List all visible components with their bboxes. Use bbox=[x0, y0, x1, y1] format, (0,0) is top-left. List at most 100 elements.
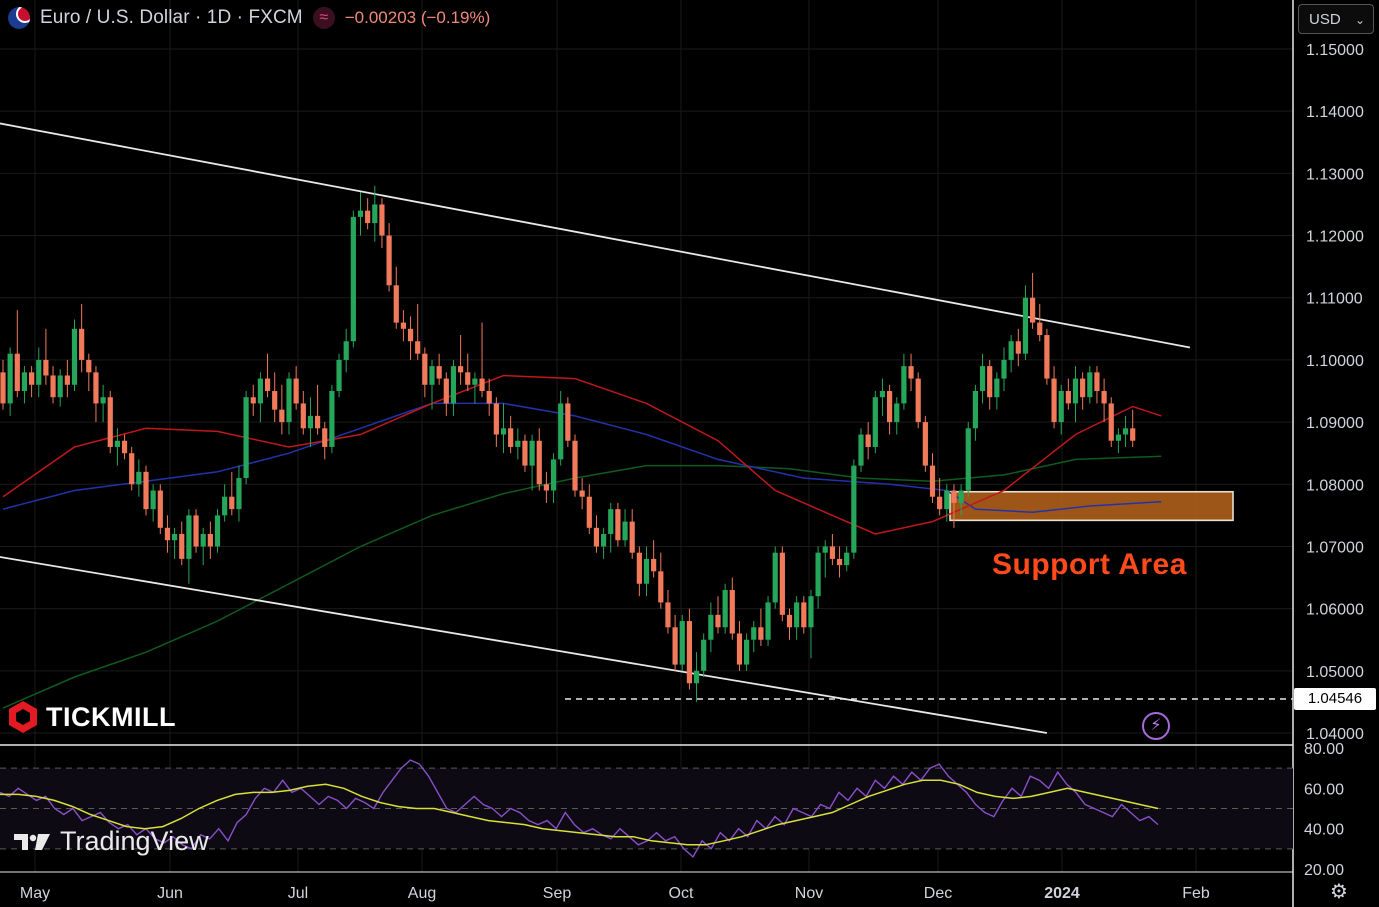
candle-body bbox=[593, 527, 600, 547]
candle-body bbox=[736, 633, 743, 665]
candle bbox=[393, 266, 399, 329]
candle bbox=[958, 484, 964, 516]
price-tick-label: 1.06000 bbox=[1306, 602, 1364, 619]
candle-body bbox=[951, 490, 957, 503]
candle-body bbox=[636, 552, 642, 584]
candle bbox=[550, 453, 557, 503]
ma-mid-line bbox=[2, 402, 1162, 514]
candle-body bbox=[465, 372, 471, 385]
candle-body bbox=[386, 235, 392, 286]
candle-body bbox=[937, 496, 943, 510]
candle-body bbox=[458, 366, 464, 373]
candle bbox=[257, 372, 263, 423]
candle-body bbox=[572, 440, 578, 491]
candle bbox=[722, 583, 728, 634]
candle bbox=[822, 540, 828, 578]
candle-body bbox=[236, 478, 242, 510]
candle-body bbox=[879, 391, 886, 398]
candle-body bbox=[1130, 428, 1136, 441]
candle-body bbox=[222, 496, 228, 516]
broker-name: TICKMILL bbox=[46, 701, 176, 732]
candle-body bbox=[979, 366, 986, 391]
candle-body bbox=[21, 372, 28, 391]
candle bbox=[794, 596, 800, 640]
candle bbox=[593, 515, 600, 553]
candle bbox=[858, 428, 864, 472]
candle bbox=[329, 384, 335, 454]
candle bbox=[79, 303, 85, 373]
candle-body bbox=[500, 428, 507, 435]
candle-body bbox=[129, 453, 135, 485]
candle-body bbox=[751, 627, 757, 640]
candle-body bbox=[622, 521, 628, 541]
candle bbox=[779, 546, 785, 622]
candle bbox=[1087, 366, 1093, 404]
candle bbox=[758, 608, 764, 646]
candle bbox=[86, 353, 92, 391]
platform-name: TradingView bbox=[60, 826, 209, 856]
candle-body bbox=[1072, 378, 1079, 404]
gear-icon[interactable]: ⚙ bbox=[1330, 881, 1348, 903]
candle bbox=[1037, 303, 1043, 342]
candle bbox=[415, 303, 421, 360]
candle bbox=[214, 509, 221, 553]
candle-body bbox=[543, 484, 549, 491]
candle-body bbox=[672, 627, 678, 665]
candle bbox=[422, 347, 428, 398]
candle-body bbox=[121, 440, 128, 454]
broker-logo: TICKMILL bbox=[6, 700, 176, 734]
candle-body bbox=[200, 534, 206, 547]
candle-body bbox=[994, 378, 1000, 398]
tickmill-logo-icon bbox=[9, 701, 37, 733]
candle-body bbox=[894, 403, 900, 423]
candle-body bbox=[987, 366, 993, 398]
candle-body bbox=[400, 322, 406, 329]
candle bbox=[264, 353, 271, 398]
candle-body bbox=[71, 328, 78, 385]
candle bbox=[586, 484, 592, 535]
symbol-title[interactable]: Euro / U.S. Dollar · 1D · FXCM bbox=[40, 7, 303, 28]
candle bbox=[872, 391, 878, 454]
candle-body bbox=[865, 434, 871, 447]
candle bbox=[651, 540, 657, 578]
tradingview-logo-icon bbox=[14, 833, 50, 850]
candle bbox=[1122, 415, 1129, 447]
candle bbox=[100, 384, 106, 423]
candle bbox=[679, 614, 685, 671]
candle-body bbox=[393, 285, 399, 323]
candle-body bbox=[172, 534, 178, 541]
candle-body bbox=[272, 391, 278, 410]
rsi-line bbox=[0, 759, 1159, 858]
candle bbox=[336, 353, 342, 398]
approx-icon[interactable]: ≈ bbox=[312, 7, 335, 29]
lightning-icon[interactable]: ⚡ bbox=[1142, 712, 1170, 740]
candle-body bbox=[679, 621, 685, 665]
candle bbox=[987, 359, 993, 410]
candle-body bbox=[336, 359, 342, 391]
candle-body bbox=[550, 459, 557, 491]
currency-label: USD bbox=[1309, 11, 1341, 28]
candle bbox=[565, 397, 571, 447]
candle-body bbox=[257, 378, 263, 404]
candle bbox=[1080, 372, 1086, 410]
candle-body bbox=[601, 534, 607, 547]
candle-body bbox=[908, 366, 914, 379]
currency-select[interactable]: USD ⌄ bbox=[1298, 4, 1374, 34]
candle-body bbox=[429, 366, 435, 385]
rsi-band bbox=[0, 768, 1293, 849]
candle bbox=[350, 210, 356, 348]
candle-body bbox=[536, 440, 542, 485]
candle bbox=[136, 459, 142, 497]
candle-body bbox=[43, 359, 49, 376]
price-marker-label: 1.04546 bbox=[1294, 688, 1376, 710]
flag-icon bbox=[8, 7, 30, 29]
candle-body bbox=[164, 527, 171, 541]
candle bbox=[1115, 428, 1121, 454]
candle bbox=[994, 372, 1000, 410]
candle-body bbox=[136, 471, 142, 485]
candle-body bbox=[558, 403, 564, 460]
candle-body bbox=[815, 552, 821, 597]
price-tick-label: 1.09000 bbox=[1306, 415, 1364, 432]
candle bbox=[1044, 328, 1050, 385]
